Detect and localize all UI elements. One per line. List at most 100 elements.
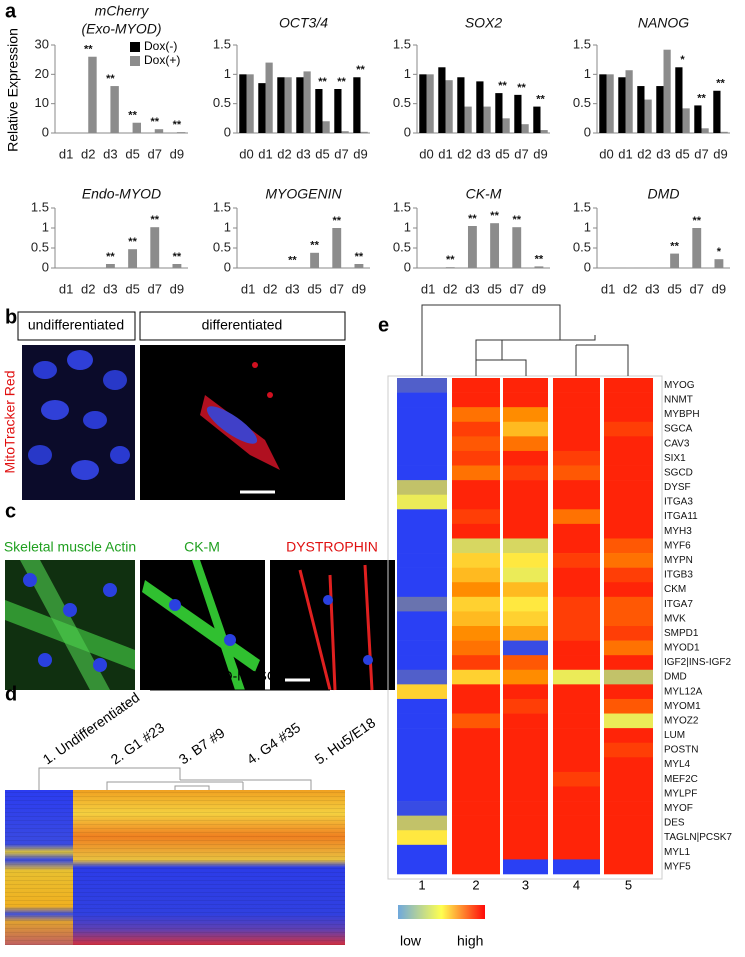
bar	[656, 86, 664, 133]
heatmap-cell	[452, 640, 500, 656]
bar	[514, 94, 522, 133]
heatmap-cell	[604, 582, 653, 598]
heatmap-cell	[452, 801, 500, 816]
heatmap-cell	[452, 626, 500, 641]
heatmap-cell	[604, 626, 653, 641]
significance: **	[106, 251, 115, 263]
x-tick-label: d7	[148, 146, 162, 161]
bar	[105, 264, 115, 268]
gene-label: DES	[664, 818, 685, 829]
x-tick-label: d9	[533, 146, 547, 161]
heatmap-cell	[452, 553, 500, 568]
x-tick-label: d3	[476, 146, 490, 161]
bar	[132, 122, 142, 133]
x-tick-label: d3	[103, 146, 117, 161]
heatmap-cell	[503, 392, 548, 408]
heatmap-cell	[397, 392, 447, 408]
significance: **	[517, 82, 526, 94]
y-tick-label: 1.5	[573, 199, 591, 214]
bar	[599, 74, 607, 133]
gene-label: MYLPF	[664, 788, 697, 799]
y-tick-label: 1.5	[31, 199, 49, 214]
heatmap-cell	[503, 684, 548, 700]
x-tick-label: d3	[285, 281, 299, 296]
bar	[713, 90, 721, 133]
heatmap-cell	[397, 728, 447, 744]
heatmap-cell	[604, 771, 653, 787]
x-tick-label: d5	[125, 146, 139, 161]
y-tick-label: 0	[224, 259, 231, 274]
bar	[663, 49, 671, 134]
gene-label: ITGB3	[664, 570, 693, 581]
significance: **	[536, 94, 545, 106]
heatmap-cell	[553, 859, 600, 875]
x-tick-label: d1	[59, 281, 73, 296]
panel-letter: b	[5, 306, 17, 328]
image-label: CK-M	[184, 539, 220, 555]
x-tick-label: d1	[601, 281, 615, 296]
heatmap-cell	[604, 450, 653, 466]
heatmap-cell	[604, 567, 653, 583]
column-label: 2	[472, 877, 479, 892]
chart-title: NANOG	[638, 15, 689, 31]
heatmap-cell	[452, 713, 500, 729]
y-tick-label: 1	[584, 66, 591, 81]
heatmap-cell	[604, 815, 653, 831]
heatmap-cell	[553, 494, 600, 510]
gene-label: MEF2C	[664, 774, 698, 785]
heatmap-cell	[452, 757, 500, 773]
y-tick-label: 0.5	[393, 239, 411, 254]
heatmap-cell	[503, 757, 548, 773]
y-tick-label: 0	[42, 259, 49, 274]
heatmap-cell	[553, 684, 600, 700]
heatmap-cell	[452, 523, 500, 539]
heatmap-cell	[553, 436, 600, 452]
heatmap-cell	[553, 742, 600, 758]
heatmap-cell	[503, 786, 548, 802]
image-ckm	[140, 560, 265, 690]
significance: **	[468, 213, 477, 225]
heatmap-cell	[503, 480, 548, 496]
bar	[464, 106, 472, 133]
bar	[720, 131, 728, 133]
chart-title: MYOGENIN	[265, 186, 342, 202]
heatmap-cell	[397, 611, 447, 627]
y-tick-label: 1.5	[573, 36, 591, 51]
column-label: 4	[573, 877, 580, 892]
heatmap-cell	[397, 582, 447, 598]
x-tick-label: d9	[170, 146, 184, 161]
bar	[502, 118, 510, 133]
heatmap-cell	[503, 582, 548, 598]
bar	[334, 89, 342, 133]
heatmap-cell	[604, 655, 653, 671]
image-differentiated	[140, 345, 345, 500]
heatmap-cell	[604, 421, 653, 437]
significance: **	[446, 254, 455, 266]
heatmap-cell	[503, 407, 548, 423]
bar	[284, 77, 292, 133]
y-tick-label: 0	[584, 124, 591, 139]
x-tick-label: d5	[667, 281, 681, 296]
x-tick-label: d9	[712, 281, 726, 296]
gene-label: CAV3	[664, 438, 690, 449]
panel-letter: e	[378, 314, 389, 336]
bar	[675, 67, 683, 133]
heatmap-cell	[452, 378, 500, 393]
x-tick-label: d9	[170, 281, 184, 296]
heatmap-cell	[503, 728, 548, 744]
heatmap-cell	[397, 698, 447, 714]
heatmap-cell	[452, 669, 500, 685]
bar	[360, 131, 368, 133]
heatmap-cell	[553, 626, 600, 641]
gene-label: MYPN	[664, 555, 693, 566]
heatmap-cell	[452, 465, 500, 481]
heatmap-frame	[387, 375, 663, 880]
bar	[694, 105, 702, 133]
bar	[483, 106, 491, 133]
label-box	[17, 311, 136, 341]
chart-title: CK-M	[466, 186, 502, 202]
heatmap-cell	[553, 407, 600, 423]
heatmap-cell	[553, 815, 600, 831]
bar	[476, 81, 484, 133]
heatmap-cell	[397, 669, 447, 685]
